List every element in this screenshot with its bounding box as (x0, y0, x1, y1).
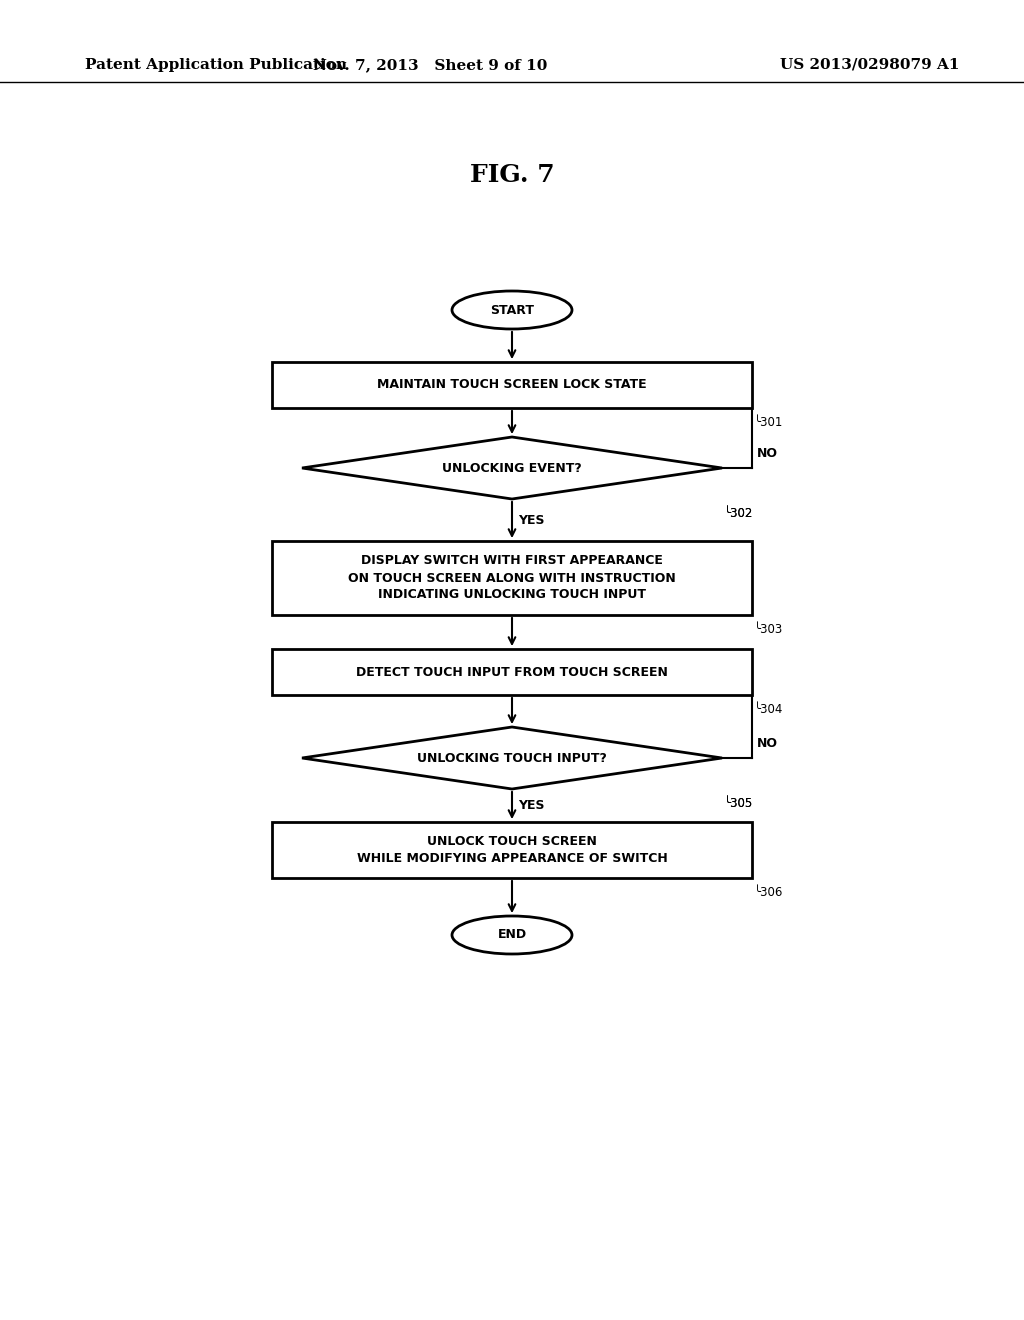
Text: UNLOCKING TOUCH INPUT?: UNLOCKING TOUCH INPUT? (417, 751, 607, 764)
Text: UNLOCK TOUCH SCREEN
WHILE MODIFYING APPEARANCE OF SWITCH: UNLOCK TOUCH SCREEN WHILE MODIFYING APPE… (356, 836, 668, 865)
FancyBboxPatch shape (272, 649, 752, 696)
Text: YES: YES (518, 799, 545, 812)
Text: Patent Application Publication: Patent Application Publication (85, 58, 347, 73)
FancyBboxPatch shape (272, 541, 752, 615)
Polygon shape (302, 437, 722, 499)
Ellipse shape (452, 916, 572, 954)
FancyBboxPatch shape (272, 822, 752, 878)
Text: ╰301: ╰301 (754, 416, 783, 429)
Text: Nov. 7, 2013   Sheet 9 of 10: Nov. 7, 2013 Sheet 9 of 10 (312, 58, 547, 73)
FancyBboxPatch shape (272, 362, 752, 408)
Text: ╰305: ╰305 (724, 797, 754, 810)
Text: YES: YES (518, 513, 545, 527)
Text: NO: NO (757, 737, 778, 750)
Text: US 2013/0298079 A1: US 2013/0298079 A1 (780, 58, 959, 73)
Text: ╰306: ╰306 (754, 886, 783, 899)
Text: END: END (498, 928, 526, 941)
Text: UNLOCKING EVENT?: UNLOCKING EVENT? (442, 462, 582, 474)
Text: DETECT TOUCH INPUT FROM TOUCH SCREEN: DETECT TOUCH INPUT FROM TOUCH SCREEN (356, 665, 668, 678)
Polygon shape (302, 727, 722, 789)
Text: ╰304: ╰304 (754, 704, 783, 715)
Ellipse shape (452, 290, 572, 329)
Text: ╰305: ╰305 (724, 797, 754, 810)
Text: START: START (490, 304, 534, 317)
Text: ╰302: ╰302 (724, 507, 754, 520)
Text: NO: NO (757, 447, 778, 459)
Text: DISPLAY SWITCH WITH FIRST APPEARANCE
ON TOUCH SCREEN ALONG WITH INSTRUCTION
INDI: DISPLAY SWITCH WITH FIRST APPEARANCE ON … (348, 554, 676, 602)
Text: MAINTAIN TOUCH SCREEN LOCK STATE: MAINTAIN TOUCH SCREEN LOCK STATE (377, 379, 647, 392)
Text: ╰303: ╰303 (754, 623, 783, 636)
Text: FIG. 7: FIG. 7 (470, 162, 554, 187)
Text: ╰302: ╰302 (724, 507, 754, 520)
